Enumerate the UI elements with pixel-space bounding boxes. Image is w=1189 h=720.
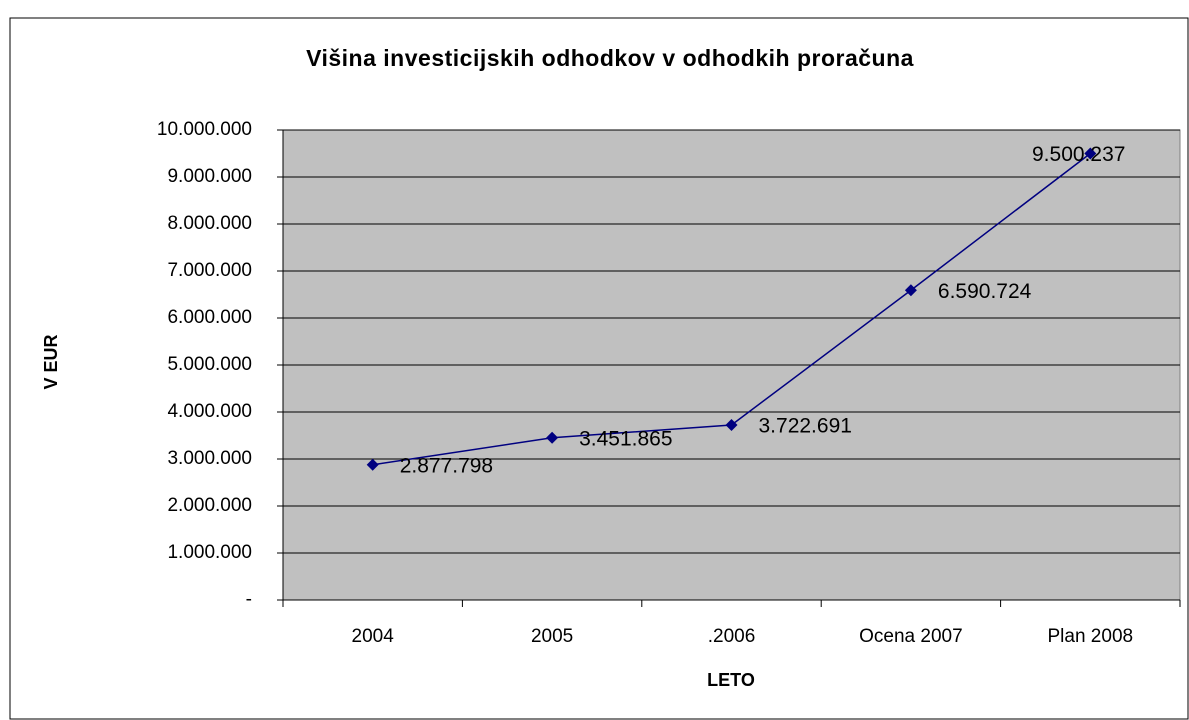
data-label: 6.590.724 [938,280,1032,303]
x-tick-label: Ocena 2007 [859,626,963,647]
y-tick-label: 5.000.000 [167,354,252,375]
x-tick-label: Plan 2008 [1048,626,1134,647]
data-label: 2.877.798 [400,454,493,477]
y-tick-label: - [246,589,252,610]
y-tick-label: 1.000.000 [167,542,252,563]
y-tick-label: 3.000.000 [167,448,252,469]
y-tick-label: 10.000.000 [157,119,252,140]
data-label: 3.722.691 [759,415,852,438]
point-marker [366,458,379,471]
x-tick-label: 2005 [531,626,573,647]
y-tick-label: 6.000.000 [167,307,252,328]
x-tick-label: 2004 [352,626,395,647]
chart-title: Višina investicijskih odhodkov v odhodki… [306,45,914,71]
data-label: 9.500.237 [1032,143,1125,166]
y-tick-label: 2.000.000 [167,495,252,516]
point-marker [725,419,738,432]
point-marker [546,431,559,444]
data-label: 3.451.865 [579,427,672,450]
y-tick-label: 9.000.000 [167,166,252,187]
y-axis-label: V EUR [41,334,61,389]
y-tick-label: 4.000.000 [167,401,252,422]
point-marker [1084,147,1097,160]
x-tick-label: .2006 [708,626,756,647]
y-tick-label: 8.000.000 [167,213,252,234]
x-axis-label: LETO [707,670,755,690]
y-tick-label: 7.000.000 [167,260,252,281]
point-marker [904,284,917,297]
